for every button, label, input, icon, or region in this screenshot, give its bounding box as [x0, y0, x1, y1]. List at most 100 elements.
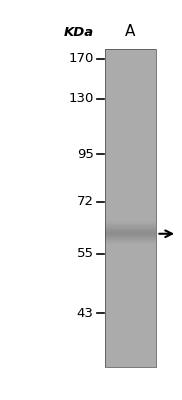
Bar [105, 128, 156, 130]
Bar [105, 190, 156, 192]
Bar [105, 246, 156, 248]
Bar [105, 64, 156, 66]
Bar [105, 149, 156, 151]
Bar [105, 346, 156, 348]
Bar [105, 96, 156, 98]
Bar [105, 309, 156, 311]
Bar [105, 262, 156, 264]
Bar [105, 77, 156, 79]
Bar [105, 71, 156, 73]
Bar [105, 195, 156, 197]
Text: 170: 170 [68, 52, 94, 66]
Bar [105, 139, 156, 141]
Bar [105, 247, 156, 249]
Bar [105, 141, 156, 143]
Bar [105, 134, 156, 136]
Bar [105, 214, 156, 216]
Bar [105, 265, 156, 267]
Bar [105, 332, 156, 334]
Bar [105, 122, 156, 124]
Bar [105, 320, 156, 322]
Bar [105, 257, 156, 259]
Bar [105, 349, 156, 351]
Bar [105, 357, 156, 359]
Text: 130: 130 [68, 92, 94, 105]
Bar [105, 241, 156, 243]
Bar [105, 276, 156, 278]
Bar [105, 114, 156, 116]
Bar [105, 193, 156, 195]
Bar [105, 263, 156, 265]
Bar [105, 162, 156, 164]
Bar [105, 131, 156, 133]
Bar [105, 322, 156, 324]
Bar [105, 172, 156, 174]
Bar [105, 362, 156, 364]
Bar [105, 171, 156, 173]
Bar [105, 182, 156, 184]
Bar [105, 360, 156, 362]
Bar [105, 176, 156, 178]
Bar [105, 225, 156, 227]
Bar [105, 281, 156, 283]
Bar [105, 166, 156, 168]
Bar [105, 52, 156, 54]
Bar [105, 354, 156, 356]
Bar [105, 347, 156, 349]
Bar [105, 55, 156, 57]
Bar [105, 198, 156, 200]
Bar [105, 203, 156, 205]
Bar [105, 341, 156, 343]
Bar [105, 258, 156, 260]
Bar [105, 219, 156, 221]
Text: A: A [125, 24, 136, 39]
Bar [105, 278, 156, 280]
Bar [105, 50, 156, 52]
Bar [105, 314, 156, 316]
Bar [105, 336, 156, 338]
Bar [105, 154, 156, 156]
Bar [105, 69, 156, 71]
Bar [105, 187, 156, 189]
Bar [105, 228, 156, 230]
Bar [105, 308, 156, 310]
Bar [105, 284, 156, 286]
Bar [105, 328, 156, 330]
Bar [105, 290, 156, 292]
Bar [105, 72, 156, 74]
Bar [105, 58, 156, 60]
Bar [105, 279, 156, 281]
Bar [105, 61, 156, 63]
Bar [105, 188, 156, 190]
Bar [105, 155, 156, 157]
Bar [105, 324, 156, 326]
Bar [105, 138, 156, 140]
Bar [105, 282, 156, 284]
Bar [105, 60, 156, 62]
Bar [105, 250, 156, 252]
Bar [105, 233, 156, 235]
Bar [105, 98, 156, 100]
Bar [105, 271, 156, 273]
Bar [105, 74, 156, 76]
Bar [105, 325, 156, 327]
Bar [105, 236, 156, 238]
Bar [105, 293, 156, 295]
Bar [105, 234, 156, 236]
Bar [105, 142, 156, 144]
Bar [105, 340, 156, 342]
Bar [105, 88, 156, 90]
Bar [105, 268, 156, 270]
Bar [105, 317, 156, 319]
Bar [105, 125, 156, 127]
Bar [105, 111, 156, 113]
Bar [105, 260, 156, 262]
Bar [105, 120, 156, 122]
Bar [105, 239, 156, 241]
Bar [105, 296, 156, 298]
Bar [105, 196, 156, 198]
Bar [105, 170, 156, 171]
Bar [105, 168, 156, 170]
Bar [105, 343, 156, 344]
Bar [105, 252, 156, 254]
